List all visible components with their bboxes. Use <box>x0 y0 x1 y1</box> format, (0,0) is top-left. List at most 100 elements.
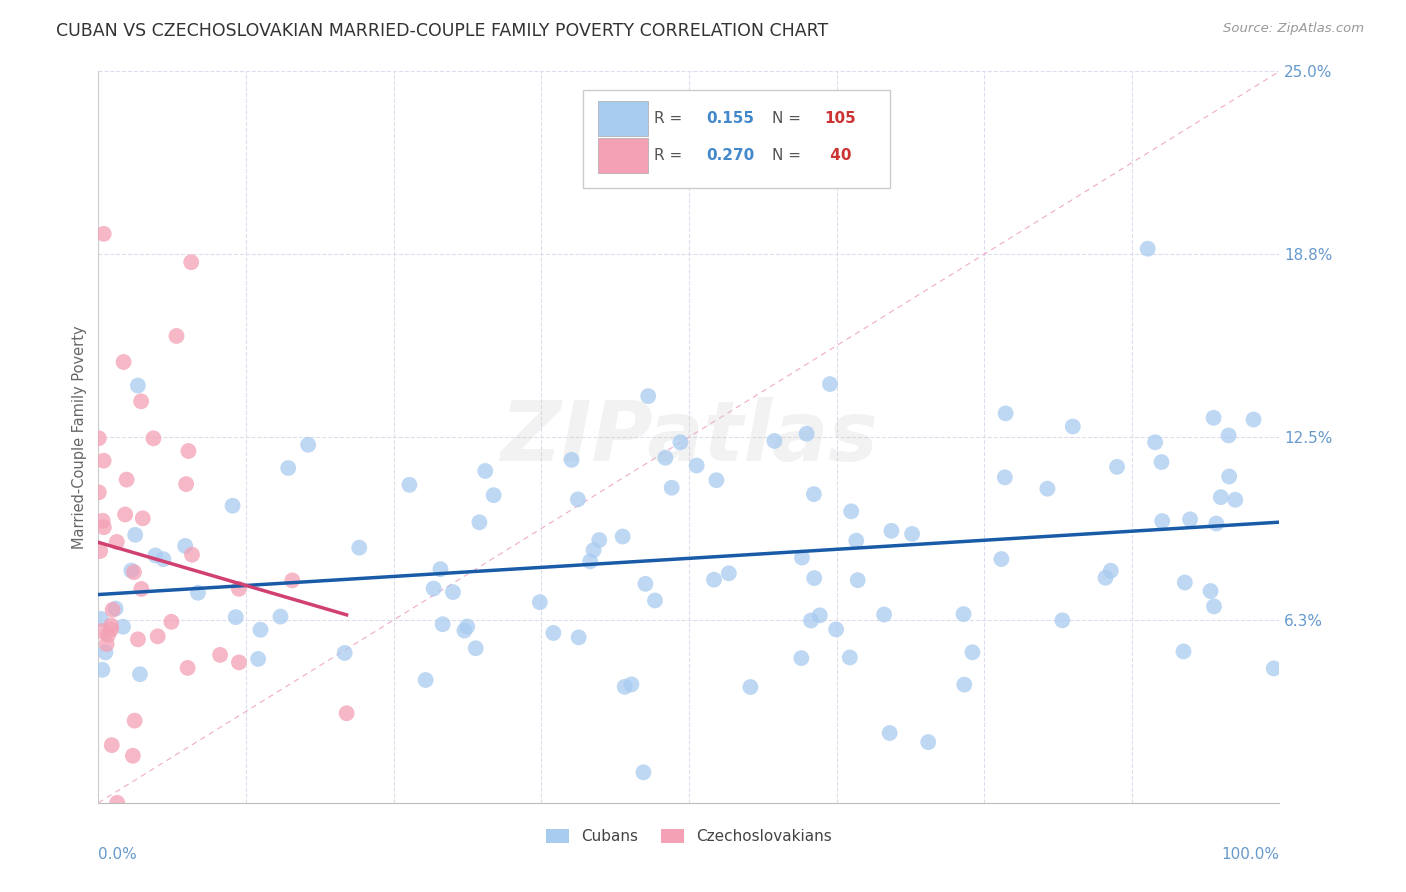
Point <box>790 550 813 565</box>
Point <box>808 608 831 623</box>
Point <box>1199 584 1222 599</box>
Point <box>228 582 250 596</box>
Text: R =: R = <box>654 112 686 127</box>
Point <box>124 714 146 728</box>
Point <box>543 626 565 640</box>
Point <box>612 530 634 544</box>
Point <box>336 706 359 721</box>
Point <box>187 586 209 600</box>
Point <box>873 607 896 622</box>
Point <box>717 566 740 581</box>
Point <box>633 765 655 780</box>
Text: 40: 40 <box>825 148 851 163</box>
Point <box>464 641 486 656</box>
Point <box>101 603 124 617</box>
Point <box>917 735 939 749</box>
Point <box>1174 575 1197 590</box>
Point <box>131 582 153 596</box>
Point <box>349 541 371 555</box>
Point <box>209 648 232 662</box>
Text: N =: N = <box>772 112 806 127</box>
Point <box>644 593 666 607</box>
Point <box>129 667 152 681</box>
Point <box>181 548 204 562</box>
Point <box>415 673 437 687</box>
Point <box>637 389 659 403</box>
Point <box>281 574 304 588</box>
Point <box>174 539 197 553</box>
Point <box>422 582 444 596</box>
Point <box>846 573 869 587</box>
Point <box>174 477 197 491</box>
Point <box>838 650 860 665</box>
Point <box>567 492 589 507</box>
Point <box>582 543 605 558</box>
Point <box>89 544 111 558</box>
Point <box>1218 428 1240 442</box>
Point <box>1243 412 1265 426</box>
Point <box>87 431 110 445</box>
Point <box>112 355 135 369</box>
Point <box>661 481 683 495</box>
Point <box>129 394 152 409</box>
Point <box>177 444 200 458</box>
Point <box>91 514 114 528</box>
Point <box>1209 490 1232 504</box>
Point <box>100 738 122 752</box>
Point <box>93 227 115 241</box>
Text: 105: 105 <box>825 112 856 127</box>
Y-axis label: Married-Couple Family Poverty: Married-Couple Family Poverty <box>72 326 87 549</box>
Text: N =: N = <box>772 148 806 163</box>
Point <box>1052 613 1074 627</box>
Point <box>952 607 974 621</box>
Point <box>104 601 127 615</box>
Text: R =: R = <box>654 148 686 163</box>
FancyBboxPatch shape <box>582 90 890 188</box>
Point <box>122 565 145 579</box>
Point <box>654 450 676 465</box>
Point <box>818 377 841 392</box>
Point <box>100 618 122 632</box>
Point <box>803 571 825 585</box>
Point <box>1152 514 1174 528</box>
Point <box>127 378 149 392</box>
Point <box>441 585 464 599</box>
Point <box>634 577 657 591</box>
Point <box>176 661 198 675</box>
Text: CUBAN VS CZECHOSLOVAKIAN MARRIED-COUPLE FAMILY POVERTY CORRELATION CHART: CUBAN VS CZECHOSLOVAKIAN MARRIED-COUPLE … <box>56 22 828 40</box>
Text: 0.155: 0.155 <box>707 112 755 127</box>
Point <box>160 615 183 629</box>
Point <box>225 610 247 624</box>
Point <box>613 680 636 694</box>
Point <box>529 595 551 609</box>
Point <box>221 499 243 513</box>
Point <box>482 488 505 502</box>
Point <box>1136 242 1159 256</box>
Text: 0.0%: 0.0% <box>98 847 138 862</box>
Point <box>146 629 169 643</box>
Point <box>121 748 143 763</box>
Point <box>1094 571 1116 585</box>
Point <box>990 552 1012 566</box>
Point <box>277 461 299 475</box>
Point <box>803 487 825 501</box>
Point <box>953 677 976 691</box>
Point <box>87 485 110 500</box>
Point <box>1202 599 1225 614</box>
Point <box>105 535 128 549</box>
Point <box>111 620 134 634</box>
Text: Source: ZipAtlas.com: Source: ZipAtlas.com <box>1223 22 1364 36</box>
Point <box>568 631 591 645</box>
Point <box>703 573 725 587</box>
Point <box>94 645 117 659</box>
Point <box>297 438 319 452</box>
Point <box>247 652 270 666</box>
Point <box>124 528 146 542</box>
Point <box>453 624 475 638</box>
Point <box>132 511 155 525</box>
Point <box>127 632 149 647</box>
Point <box>1144 435 1167 450</box>
Point <box>90 612 112 626</box>
Point <box>228 656 250 670</box>
Point <box>1205 516 1227 531</box>
